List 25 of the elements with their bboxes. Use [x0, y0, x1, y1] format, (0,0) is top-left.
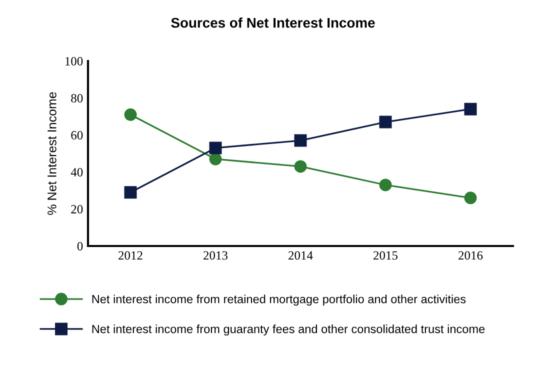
y-tick-label: 20 [71, 205, 83, 214]
x-tick-label: 2016 [458, 251, 483, 260]
y-tick-label: 100 [65, 57, 83, 66]
point [464, 102, 477, 116]
point [379, 178, 392, 192]
point [379, 116, 392, 128]
x-tick-label: 2015 [374, 251, 398, 260]
point [209, 142, 222, 154]
y-tick-label: 60 [71, 131, 83, 140]
x-tick-label: 2014 [288, 251, 313, 260]
y-axis-title: % Net Interest Income [48, 92, 56, 215]
x-tick-label: 2012 [118, 251, 142, 260]
y-tick-label: 80 [71, 94, 83, 102]
legend-label: Net interest income from guaranty fees and other consolidated trust income [92, 324, 485, 336]
x-tick-label: 2013 [204, 251, 228, 260]
point [124, 186, 137, 199]
point [209, 152, 222, 166]
chart-title: Sources of Net Interest Income [171, 18, 375, 28]
legend-label: Net interest income from retained mortgage portfolio and other activities [92, 294, 466, 306]
point [124, 108, 137, 121]
point [294, 160, 307, 173]
y-tick-label: 40 [70, 168, 83, 176]
point [294, 134, 307, 147]
point [464, 192, 477, 204]
y-tick-label: 0 [77, 242, 83, 250]
